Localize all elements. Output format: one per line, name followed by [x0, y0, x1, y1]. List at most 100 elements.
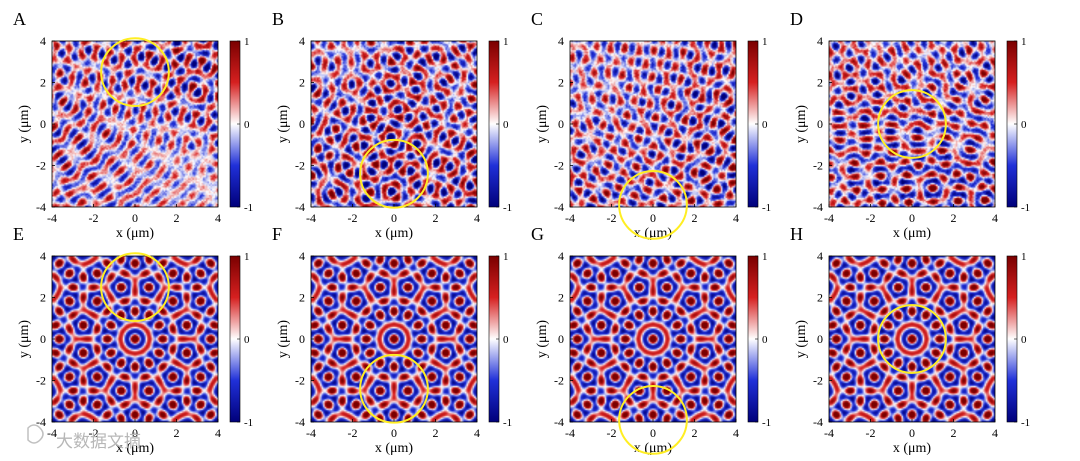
- watermark-logo-icon: [27, 424, 44, 444]
- y-tick-label-d-1: -2: [813, 159, 823, 173]
- y-tick-label-f-0: -4: [295, 415, 305, 429]
- panel-label-b: B: [272, 9, 284, 29]
- x-tick-label-d-1: -2: [866, 211, 876, 225]
- x-tick-label-b-2: 0: [391, 211, 397, 225]
- y-tick-label-b-2: 0: [299, 117, 305, 131]
- panel-label-g: G: [531, 224, 544, 244]
- highlight-circle-g: [618, 385, 688, 455]
- highlight-circle-e: [100, 252, 170, 322]
- y-tick-label-h-0: -4: [813, 415, 823, 429]
- colorbar-tick-label-c-1: 0: [762, 119, 768, 131]
- x-tick-label-f-0: -4: [306, 426, 316, 440]
- x-tick-label-d-4: 4: [992, 211, 998, 225]
- colorbar-tick-label-a-0: 1: [244, 36, 250, 48]
- colorbar-tick-label-h-1: 0: [1021, 334, 1027, 346]
- colorbar-tick-label-f-1: 0: [503, 334, 509, 346]
- y-tick-label-h-2: 0: [817, 332, 823, 346]
- colorbar-tick-label-g-2: -1: [762, 417, 771, 429]
- x-tick-label-b-0: -4: [306, 211, 316, 225]
- x-tick-label-g-3: 2: [692, 426, 698, 440]
- x-tick-label-f-3: 2: [433, 426, 439, 440]
- panel-label-e: E: [13, 224, 24, 244]
- colorbar-tick-label-f-2: -1: [503, 417, 512, 429]
- panel-f: F -4 -2 0 2 4 -4 -2 0 2 4 x (μm) y (μm) 1 0 -1: [272, 224, 512, 456]
- x-tick-label-e-4: 4: [215, 426, 221, 440]
- heatmap-e: [52, 256, 218, 422]
- highlight-circle-d: [877, 89, 947, 159]
- heatmap-c: [570, 41, 736, 207]
- y-tick-label-g-0: -4: [554, 415, 564, 429]
- y-tick-label-a-0: -4: [36, 200, 46, 214]
- colorbar-tick-label-b-2: -1: [503, 202, 512, 214]
- x-tick-label-e-2: 0: [132, 426, 138, 440]
- y-tick-label-f-2: 0: [299, 332, 305, 346]
- panel-d: D -4 -2 0 2 4 -4 -2 0 2 4 x (μm) y (μm) 1 0 -1: [790, 9, 1030, 241]
- x-tick-label-a-4: 4: [215, 211, 221, 225]
- x-tick-label-f-4: 4: [474, 426, 480, 440]
- y-tick-label-c-1: -2: [554, 159, 564, 173]
- colorbar-tick-label-g-0: 1: [762, 251, 768, 263]
- y-tick-label-b-4: 4: [299, 34, 305, 48]
- colorbar-tick-label-d-0: 1: [1021, 36, 1027, 48]
- panel-label-f: F: [272, 224, 282, 244]
- y-tick-label-c-2: 0: [558, 117, 564, 131]
- x-tick-label-b-1: -2: [348, 211, 358, 225]
- y-tick-label-h-4: 4: [817, 249, 823, 263]
- heatmap-f: [311, 256, 477, 422]
- heatmap-a: [52, 41, 218, 207]
- y-axis-label-f: y (μm): [276, 320, 291, 359]
- x-tick-label-e-3: 2: [174, 426, 180, 440]
- colorbar-tick-label-e-1: 0: [244, 334, 250, 346]
- x-tick-label-c-1: -2: [607, 211, 617, 225]
- y-tick-label-a-3: 2: [40, 76, 46, 90]
- y-axis-label-a: y (μm): [17, 105, 32, 144]
- panel-label-a: A: [13, 9, 26, 29]
- y-tick-label-e-3: 2: [40, 291, 46, 305]
- x-tick-label-f-1: -2: [348, 426, 358, 440]
- x-tick-label-g-4: 4: [733, 426, 739, 440]
- colorbar-tick-label-d-1: 0: [1021, 119, 1027, 131]
- panel-label-h: H: [790, 224, 803, 244]
- x-tick-label-a-3: 2: [174, 211, 180, 225]
- y-tick-label-h-3: 2: [817, 291, 823, 305]
- heatmap-g: [570, 256, 736, 422]
- colorbar-tick-label-a-1: 0: [244, 119, 250, 131]
- x-axis-label-b: x (μm): [375, 226, 414, 241]
- x-tick-label-h-0: -4: [824, 426, 834, 440]
- y-axis-label-h: y (μm): [794, 320, 809, 359]
- x-tick-label-g-2: 0: [650, 426, 656, 440]
- highlight-circle-h: [877, 304, 947, 374]
- y-tick-label-f-4: 4: [299, 249, 305, 263]
- y-axis-label-g: y (μm): [535, 320, 550, 359]
- colorbar-tick-label-e-0: 1: [244, 251, 250, 263]
- panel-b: B -4 -2 0 2 4 -4 -2 0 2 4 x (μm) y (μm) 1 0 -1: [272, 9, 512, 241]
- x-tick-label-c-4: 4: [733, 211, 739, 225]
- x-tick-label-g-1: -2: [607, 426, 617, 440]
- colorbar-tick-label-b-1: 0: [503, 119, 509, 131]
- x-axis-label-a: x (μm): [116, 226, 155, 241]
- y-tick-label-f-1: -2: [295, 374, 305, 388]
- y-tick-label-g-3: 2: [558, 291, 564, 305]
- x-tick-label-a-1: -2: [89, 211, 99, 225]
- panel-label-c: C: [531, 9, 543, 29]
- y-tick-label-b-1: -2: [295, 159, 305, 173]
- x-axis-label-f: x (μm): [375, 441, 414, 456]
- x-tick-label-c-3: 2: [692, 211, 698, 225]
- x-tick-label-h-1: -2: [866, 426, 876, 440]
- y-tick-label-e-2: 0: [40, 332, 46, 346]
- x-tick-label-d-2: 0: [909, 211, 915, 225]
- y-tick-label-g-2: 0: [558, 332, 564, 346]
- x-axis-label-h: x (μm): [893, 441, 932, 456]
- panels: A -4 -2 0 2 4 -4 -2 0 2 4 x (μm) y (μm) 1 0 -1 B -4 -2 0 2 4 -…: [13, 9, 1030, 456]
- x-tick-label-a-0: -4: [47, 211, 57, 225]
- y-tick-label-d-2: 0: [817, 117, 823, 131]
- x-tick-label-d-3: 2: [951, 211, 957, 225]
- y-tick-label-e-0: -4: [36, 415, 46, 429]
- colorbar-tick-label-f-0: 1: [503, 251, 509, 263]
- heatmap-h: [829, 256, 995, 422]
- x-tick-label-b-3: 2: [433, 211, 439, 225]
- y-tick-label-d-4: 4: [817, 34, 823, 48]
